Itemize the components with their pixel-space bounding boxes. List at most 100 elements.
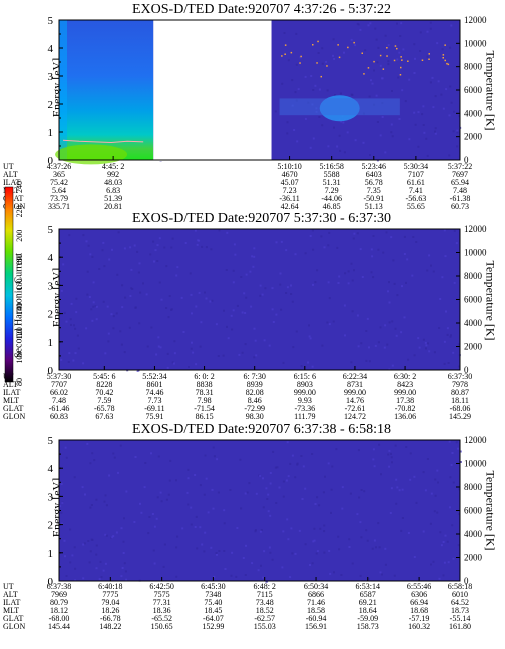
spectrogram-noise: [84, 493, 86, 496]
spectrogram-noise: [122, 552, 125, 554]
spectrogram-noise: [322, 491, 325, 494]
spectrogram-noise: [275, 502, 278, 504]
spectrogram-noise: [286, 132, 289, 135]
spectrogram-noise: [112, 327, 115, 330]
spectrogram-noise: [74, 579, 77, 582]
spectrogram-noise: [442, 107, 445, 110]
spectrogram-noise: [279, 283, 282, 286]
spectrogram-noise: [90, 308, 93, 311]
table-cell: 6403: [366, 170, 382, 179]
spectrogram-noise: [436, 511, 439, 514]
spectrogram-noise: [234, 253, 237, 256]
spectrogram-noise: [301, 498, 304, 500]
spectrogram-noise: [195, 363, 198, 366]
spectrogram-noise: [430, 492, 433, 495]
spectrogram-noise: [269, 514, 272, 517]
spectrogram-noise: [318, 504, 321, 507]
table-cell: -65.78: [94, 404, 115, 413]
row-label-glat: GLAT: [3, 194, 24, 203]
spectrogram-noise: [129, 246, 132, 249]
spectrogram-noise: [160, 298, 163, 301]
spectrogram-noise: [351, 279, 354, 282]
temperature-point: [442, 54, 445, 56]
spectrogram-noise: [336, 145, 339, 148]
table-cell: 60.73: [451, 202, 469, 211]
temperature-point: [400, 66, 402, 69]
spectrogram-noise: [422, 471, 425, 474]
row-label-alt: ALT: [3, 380, 18, 389]
emission-band: [59, 20, 67, 160]
spectrogram-noise: [434, 494, 437, 497]
spectrogram-noise: [225, 269, 228, 271]
spectrogram-noise: [426, 342, 429, 345]
table-cell: 150.65: [151, 622, 173, 631]
table-cell: 5.64: [52, 186, 66, 195]
spectrogram-noise: [434, 132, 437, 135]
spectrogram-noise: [81, 486, 84, 489]
spectrogram-noise: [142, 282, 144, 285]
spectrogram-noise: [235, 575, 238, 578]
spectrogram-noise: [353, 269, 355, 272]
spectrogram-noise: [187, 503, 190, 506]
y2-tick-label: 2000: [464, 132, 483, 142]
row-label-ilat: ILAT: [3, 178, 20, 187]
table-cell: 6:30: 2: [394, 372, 416, 381]
table-cell: 7.35: [367, 186, 381, 195]
table-cell: 6: 0: 2: [194, 372, 214, 381]
table-cell: 8731: [347, 380, 363, 389]
spectrogram-noise: [201, 245, 204, 248]
spectrogram-noise: [426, 458, 429, 460]
spectrogram-noise: [323, 530, 326, 533]
spectrogram-noise: [321, 124, 324, 127]
spectrogram-noise: [289, 462, 292, 465]
spectrogram-noise: [419, 50, 422, 52]
spectrogram-noise: [413, 72, 416, 74]
temperature-point: [393, 59, 396, 62]
spectrogram-noise: [279, 272, 282, 275]
spectrogram-noise: [457, 447, 459, 450]
spectrogram-noise: [402, 48, 405, 51]
spectrogram-noise: [175, 546, 178, 549]
table-cell: 7775: [102, 590, 118, 599]
spectrogram-noise: [155, 517, 158, 520]
spectrogram-noise: [254, 339, 257, 342]
spectrogram-noise: [93, 459, 96, 462]
table-cell: 5:52:34: [142, 372, 166, 381]
spectrogram-noise: [431, 76, 434, 79]
spectrogram-noise: [121, 567, 124, 569]
table-cell: -70.82: [395, 404, 416, 413]
spectrogram-noise: [287, 475, 290, 478]
spectrogram-noise: [319, 527, 322, 530]
spectrogram-noise: [452, 130, 455, 133]
spectrogram-noise: [253, 255, 256, 258]
spectrogram-noise: [274, 466, 277, 469]
table-cell: 8903: [297, 380, 313, 389]
row-label-alt: ALT: [3, 170, 18, 179]
spectrogram-noise: [283, 32, 286, 34]
spectrogram-noise: [393, 282, 396, 285]
spectrogram-noise: [248, 482, 251, 485]
spectrogram-noise: [105, 534, 108, 537]
spectrogram-noise: [119, 330, 122, 333]
spectrogram-noise: [251, 562, 254, 565]
spectrogram-noise: [241, 311, 244, 314]
spectrogram-noise: [108, 258, 111, 261]
spectrogram-noise: [446, 540, 449, 543]
spectrogram-noise: [385, 231, 388, 234]
spectrogram-noise: [268, 344, 271, 347]
spectrogram-noise: [176, 535, 179, 538]
spectrogram-noise: [260, 529, 263, 531]
temperature-point: [320, 75, 322, 78]
spectrogram-noise: [189, 272, 192, 275]
spectrogram-noise: [370, 271, 373, 274]
spectrogram-noise: [307, 361, 309, 364]
spectrogram-noise: [338, 275, 341, 278]
spectrogram-noise: [426, 154, 429, 157]
spectrogram-noise: [190, 293, 193, 296]
spectrogram-noise: [437, 481, 439, 484]
spectrogram-noise: [60, 289, 63, 292]
spectrogram-noise: [282, 480, 285, 483]
spectrogram-noise: [443, 340, 446, 343]
table-cell: 6: 7:30: [243, 372, 265, 381]
table-cell: 7697: [452, 170, 468, 179]
